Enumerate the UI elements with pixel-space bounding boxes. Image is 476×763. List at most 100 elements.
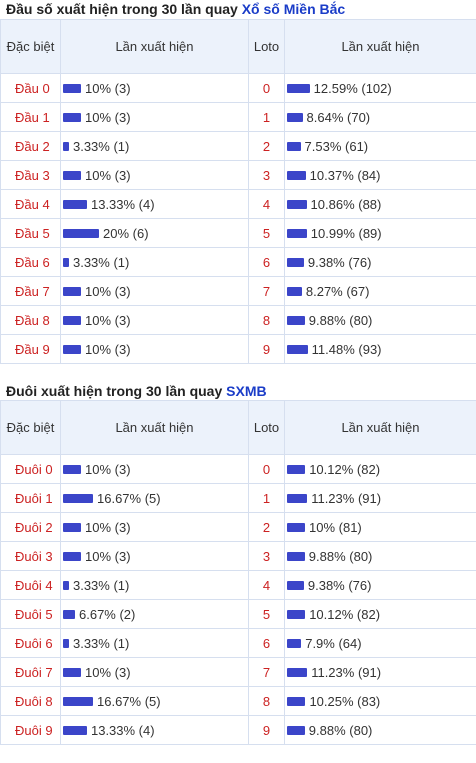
freq-bar	[63, 522, 81, 532]
loto-freq-cell: 10.12% (82)	[284, 454, 476, 484]
loto-freq-cell: 10.99% (89)	[284, 218, 476, 248]
freq-cell: 10% (3)	[60, 102, 249, 132]
row-label: Đầu 3	[0, 160, 61, 190]
table-header-row: Đặc biệt Lần xuất hiện Loto Lần xuất hiệ…	[0, 400, 476, 455]
loto-freq-cell: 12.59% (102)	[284, 73, 476, 103]
freq-value: 13.33% (4)	[90, 722, 155, 738]
loto-freq-cell: 11.23% (91)	[284, 657, 476, 687]
duoi-title-link[interactable]: SXMB	[226, 383, 267, 399]
loto-freq-cell: 9.88% (80)	[284, 541, 476, 571]
loto-number: 1	[248, 102, 285, 132]
table-row: Đuôi 5 6.67% (2) 5 10.12% (82)	[0, 599, 476, 629]
freq-cell: 3.33% (1)	[60, 131, 249, 161]
table-row: Đuôi 8 16.67% (5) 8 10.25% (83)	[0, 686, 476, 716]
table-row: Đầu 4 13.33% (4) 4 10.86% (88)	[0, 189, 476, 219]
freq-bar	[63, 493, 93, 503]
loto-number: 7	[248, 657, 285, 687]
table-row: Đuôi 4 3.33% (1) 4 9.38% (76)	[0, 570, 476, 600]
freq-bar	[63, 315, 81, 325]
loto-freq-value: 10.12% (82)	[309, 461, 381, 477]
loto-number: 6	[248, 628, 285, 658]
table-row: Đầu 6 3.33% (1) 6 9.38% (76)	[0, 247, 476, 277]
freq-value: 10% (3)	[85, 109, 131, 125]
loto-freq-value: 11.48% (93)	[311, 341, 382, 357]
loto-number: 1	[248, 483, 285, 513]
row-label: Đuôi 3	[0, 541, 61, 571]
loto-freq-bar	[287, 725, 305, 735]
freq-bar	[63, 228, 99, 238]
loto-freq-cell: 7.9% (64)	[284, 628, 476, 658]
freq-value: 3.33% (1)	[72, 254, 130, 270]
loto-freq-cell: 10.12% (82)	[284, 599, 476, 629]
loto-freq-value: 11.23% (91)	[311, 490, 382, 506]
row-label: Đầu 4	[0, 189, 61, 219]
loto-number: 3	[248, 541, 285, 571]
freq-cell: 10% (3)	[60, 512, 249, 542]
freq-cell: 10% (3)	[60, 541, 249, 571]
freq-value: 10% (3)	[85, 664, 131, 680]
row-label: Đầu 9	[0, 334, 61, 364]
loto-freq-cell: 9.88% (80)	[284, 305, 476, 335]
freq-bar	[63, 725, 87, 735]
table-row: Đuôi 0 10% (3) 0 10.12% (82)	[0, 454, 476, 484]
loto-number: 8	[248, 305, 285, 335]
freq-cell: 10% (3)	[60, 276, 249, 306]
header-lan-xuat-hien: Lần xuất hiện	[60, 400, 249, 455]
dau-title-link[interactable]: Xổ số Miền Bắc	[241, 1, 346, 17]
loto-number: 5	[248, 599, 285, 629]
freq-cell: 10% (3)	[60, 454, 249, 484]
header-loto: Loto	[248, 19, 285, 74]
freq-value: 10% (3)	[85, 341, 131, 357]
loto-freq-value: 9.88% (80)	[308, 548, 373, 564]
freq-value: 3.33% (1)	[72, 138, 130, 154]
header-lan-xuat-hien: Lần xuất hiện	[60, 19, 249, 74]
table-row: Đuôi 6 3.33% (1) 6 7.9% (64)	[0, 628, 476, 658]
table-row: Đầu 3 10% (3) 3 10.37% (84)	[0, 160, 476, 190]
loto-freq-bar	[287, 551, 305, 561]
loto-freq-value: 9.38% (76)	[307, 254, 372, 270]
loto-freq-cell: 9.38% (76)	[284, 570, 476, 600]
freq-value: 6.67% (2)	[79, 606, 136, 622]
row-label: Đầu 6	[0, 247, 61, 277]
freq-bar	[63, 141, 69, 151]
freq-value: 10% (3)	[85, 283, 131, 299]
freq-value: 3.33% (1)	[72, 635, 130, 651]
freq-bar	[63, 112, 81, 122]
freq-cell: 10% (3)	[60, 160, 249, 190]
loto-freq-value: 9.38% (76)	[307, 577, 372, 593]
loto-freq-cell: 8.27% (67)	[284, 276, 476, 306]
dau-stats-table: Đặc biệt Lần xuất hiện Loto Lần xuất hiệ…	[0, 19, 476, 364]
dau-section-title: Đầu số xuất hiện trong 30 lần quay Xổ số…	[0, 0, 476, 19]
loto-freq-value: 7.9% (64)	[305, 635, 362, 651]
loto-number: 3	[248, 160, 285, 190]
loto-freq-bar	[287, 315, 305, 325]
row-label: Đuôi 9	[0, 715, 61, 745]
loto-freq-value: 10.99% (89)	[310, 225, 382, 241]
loto-freq-bar	[287, 609, 306, 619]
loto-freq-value: 10.12% (82)	[309, 606, 381, 622]
freq-value: 10% (3)	[85, 167, 131, 183]
loto-number: 5	[248, 218, 285, 248]
loto-number: 0	[248, 454, 285, 484]
loto-number: 9	[248, 715, 285, 745]
loto-freq-bar	[287, 464, 306, 474]
freq-value: 20% (6)	[103, 225, 149, 241]
row-label: Đuôi 5	[0, 599, 61, 629]
table-row: Đuôi 1 16.67% (5) 1 11.23% (91)	[0, 483, 476, 513]
loto-number: 2	[248, 512, 285, 542]
loto-freq-bar	[287, 344, 308, 354]
row-label: Đuôi 4	[0, 570, 61, 600]
loto-number: 2	[248, 131, 285, 161]
freq-bar	[63, 580, 69, 590]
loto-freq-value: 12.59% (102)	[313, 80, 392, 96]
loto-freq-value: 10% (81)	[309, 519, 362, 535]
loto-freq-bar	[287, 493, 308, 503]
header-loto-lan-xuat-hien: Lần xuất hiện	[284, 400, 476, 455]
row-label: Đuôi 7	[0, 657, 61, 687]
freq-cell: 13.33% (4)	[60, 189, 249, 219]
loto-freq-cell: 11.48% (93)	[284, 334, 476, 364]
loto-freq-bar	[287, 580, 304, 590]
freq-value: 3.33% (1)	[72, 577, 130, 593]
freq-value: 13.33% (4)	[90, 196, 155, 212]
freq-cell: 10% (3)	[60, 73, 249, 103]
